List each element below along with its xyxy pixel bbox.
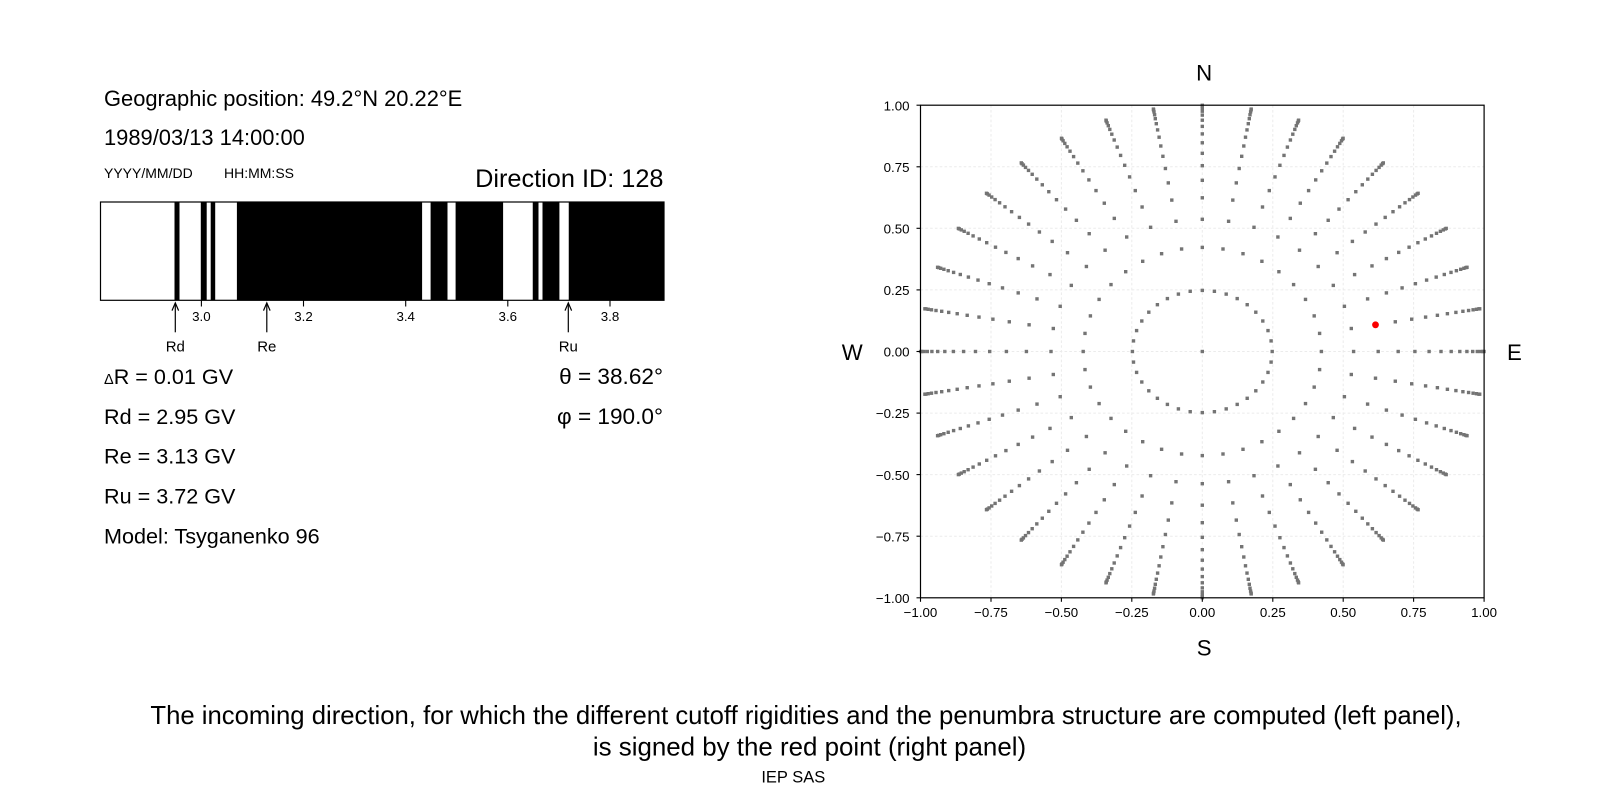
svg-text:1989/03/13 14:00:00: 1989/03/13 14:00:00: [104, 125, 305, 150]
svg-text:Direction ID: 128: Direction ID: 128: [475, 165, 663, 193]
svg-text:The incoming direction, for wh: The incoming direction, for which the di…: [150, 702, 1461, 730]
svg-text:θ = 38.62°: θ = 38.62°: [559, 364, 663, 389]
svg-text:−0.50: −0.50: [1045, 605, 1079, 620]
svg-text:E: E: [1507, 340, 1522, 365]
svg-text:S: S: [1197, 636, 1212, 661]
svg-text:3.0: 3.0: [192, 309, 211, 324]
svg-text:Ru = 3.72 GV: Ru = 3.72 GV: [104, 483, 236, 508]
svg-text:is signed by the red point (ri: is signed by the red point (right panel): [593, 733, 1026, 761]
svg-text:HH:MM:SS: HH:MM:SS: [224, 165, 294, 181]
svg-text:1.00: 1.00: [884, 98, 910, 113]
svg-text:0.75: 0.75: [1401, 605, 1427, 620]
svg-text:0.25: 0.25: [1260, 605, 1286, 620]
svg-text:N: N: [1196, 60, 1212, 85]
svg-text:0.50: 0.50: [1330, 605, 1356, 620]
svg-text:0.25: 0.25: [884, 283, 910, 298]
svg-text:1.00: 1.00: [1471, 605, 1497, 620]
svg-text:Re: Re: [257, 338, 276, 355]
svg-text:Rd = 2.95 GV: Rd = 2.95 GV: [104, 404, 236, 429]
svg-text:0.50: 0.50: [884, 221, 910, 236]
svg-text:φ = 190.0°: φ = 190.0°: [557, 404, 663, 429]
svg-text:−0.50: −0.50: [876, 468, 910, 483]
svg-text:3.8: 3.8: [601, 309, 620, 324]
svg-text:3.4: 3.4: [396, 309, 415, 324]
svg-text:Model: Tsyganenko 96: Model: Tsyganenko 96: [104, 524, 320, 549]
svg-text:−0.75: −0.75: [876, 529, 910, 544]
svg-text:YYYY/MM/DD: YYYY/MM/DD: [104, 165, 193, 181]
svg-text:−1.00: −1.00: [876, 591, 910, 606]
svg-text:Geographic position: 49.2°N 20: Geographic position: 49.2°N 20.22°E: [104, 86, 462, 111]
svg-text:ΔR = 0.01 GV: ΔR = 0.01 GV: [104, 364, 234, 389]
svg-text:0.75: 0.75: [884, 160, 910, 175]
svg-text:Re = 3.13 GV: Re = 3.13 GV: [104, 444, 236, 469]
svg-text:W: W: [842, 340, 863, 365]
svg-text:−0.75: −0.75: [974, 605, 1008, 620]
svg-text:−0.25: −0.25: [1115, 605, 1149, 620]
svg-text:−0.25: −0.25: [876, 406, 910, 421]
svg-text:Rd: Rd: [166, 338, 185, 355]
svg-text:3.2: 3.2: [294, 309, 313, 324]
svg-text:Ru: Ru: [559, 338, 578, 355]
svg-text:3.6: 3.6: [499, 309, 518, 324]
svg-text:−1.00: −1.00: [904, 605, 938, 620]
svg-text:0.00: 0.00: [884, 345, 910, 360]
svg-text:IEP SAS: IEP SAS: [761, 769, 825, 787]
svg-text:0.00: 0.00: [1189, 605, 1215, 620]
